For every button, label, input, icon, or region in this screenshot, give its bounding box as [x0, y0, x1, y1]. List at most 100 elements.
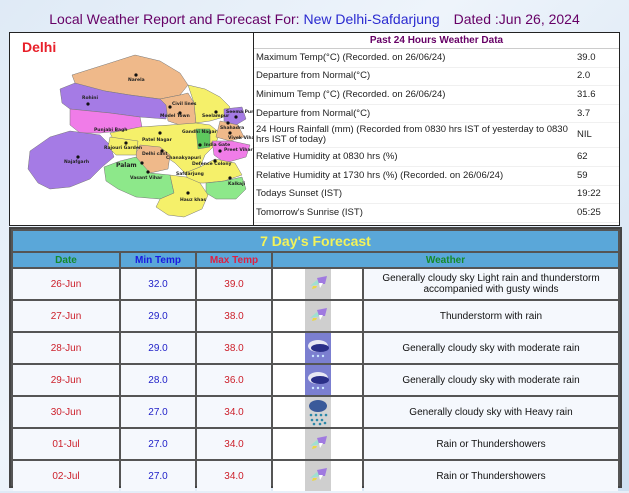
forecast-row: 30-Jun 27.0 34.0 Generally cloudy sky wi…: [13, 397, 618, 427]
data-value: 05:25: [575, 203, 619, 223]
forecast-date: 29-Jun: [13, 365, 119, 395]
past-24-hours-title: Past 24 Hours Weather Data: [254, 33, 619, 49]
moderate-rain-icon: [304, 333, 331, 363]
forecast-weather: Rain or Thundershowers: [364, 429, 618, 459]
delhi-district-map: Narela Rohini Civil lines Model Town Seelam…: [27, 54, 253, 218]
data-row: Departure from Normal(°C) 3.7: [254, 104, 619, 124]
forecast-date: 26-Jun: [13, 269, 119, 299]
data-row: Relative Humidity at 0830 hrs (%) 62: [254, 147, 619, 167]
forecast-max-temp: 34.0: [197, 397, 271, 427]
forecast-max-temp: 39.0: [197, 269, 271, 299]
forecast-max-temp: 34.0: [197, 461, 271, 491]
delhi-map: Delhi: [10, 33, 254, 225]
data-label: Relative Humidity at 1730 hrs (%) (Recor…: [254, 166, 575, 186]
data-label: Departure from Normal(°C): [254, 67, 575, 87]
data-row: Tomorrow's Sunrise (IST) 05:25: [254, 203, 619, 223]
past-24-hours-panel: Past 24 Hours Weather Data Maximum Temp(…: [254, 33, 619, 260]
svg-text:India Gate: India Gate: [204, 142, 230, 148]
data-value: 39.0: [575, 48, 619, 68]
data-label: Todays Sunset (IST): [254, 185, 575, 205]
svg-text:Gandhi Nagar: Gandhi Nagar: [182, 129, 218, 135]
data-value: 2.0: [575, 67, 619, 87]
header-location: New Delhi-Safdarjung: [303, 11, 440, 27]
seven-day-forecast: 7 Day's Forecast Date Min Temp Max Temp …: [9, 227, 622, 491]
forecast-weather: Generally cloudy sky with moderate rain: [364, 333, 618, 363]
svg-text:Seelampur: Seelampur: [202, 113, 230, 119]
forecast-table: 7 Day's Forecast Date Min Temp Max Temp …: [11, 229, 620, 493]
svg-text:Patel Nagar: Patel Nagar: [142, 137, 173, 143]
svg-text:Chanakyapuri: Chanakyapuri: [166, 155, 201, 161]
data-value: NIL: [575, 122, 619, 149]
current-conditions-panel: Delhi: [9, 32, 620, 260]
thunderstorm-icon: [304, 301, 331, 331]
svg-text:Najafgarh: Najafgarh: [64, 159, 89, 165]
forecast-max-temp: 38.0: [197, 301, 271, 331]
data-value: 62: [575, 147, 619, 167]
data-value: 59: [575, 166, 619, 186]
data-value: 31.6: [575, 85, 619, 105]
column-header-date: Date: [13, 253, 119, 267]
data-label: Minimum Temp (°C) (Recorded. on 26/06/24…: [254, 85, 575, 105]
svg-text:Kalkaji: Kalkaji: [228, 181, 246, 187]
data-label: Maximum Temp(°C) (Recorded. on 26/06/24): [254, 48, 575, 68]
data-row: Relative Humidity at 1730 hrs (%) (Recor…: [254, 166, 619, 186]
past-24-hours-table: Past 24 Hours Weather Data Maximum Temp(…: [254, 33, 619, 260]
forecast-row: 29-Jun 28.0 36.0 Generally cloudy sky wi…: [13, 365, 618, 395]
forecast-row: 26-Jun 32.0 39.0 Generally cloudy sky Li…: [13, 269, 618, 299]
thunderstorm-icon: [304, 429, 331, 459]
forecast-title: 7 Day's Forecast: [13, 231, 618, 251]
svg-text:Civil lines: Civil lines: [172, 101, 197, 107]
forecast-weather: Generally cloudy sky with moderate rain: [364, 365, 618, 395]
forecast-date: 27-Jun: [13, 301, 119, 331]
forecast-row: 02-Jul 27.0 34.0 Rain or Thundershowers: [13, 461, 618, 491]
forecast-date: 30-Jun: [13, 397, 119, 427]
page-header: Local Weather Report and Forecast For: N…: [0, 11, 629, 27]
forecast-min-temp: 27.0: [121, 461, 195, 491]
data-row: 24 Hours Rainfall (mm) (Recorded from 08…: [254, 122, 619, 149]
forecast-min-temp: 28.0: [121, 365, 195, 395]
thunderstorm-icon: [304, 461, 331, 491]
svg-text:Rohini: Rohini: [82, 95, 99, 101]
svg-text:Shahadra: Shahadra: [220, 125, 244, 131]
forecast-date: 28-Jun: [13, 333, 119, 363]
moderate-rain-icon: [304, 365, 331, 395]
column-header-weather: Weather: [273, 253, 618, 267]
forecast-max-temp: 38.0: [197, 333, 271, 363]
svg-text:Rajouri Garden: Rajouri Garden: [104, 145, 142, 151]
svg-text:Vasant Vihar: Vasant Vihar: [130, 175, 163, 181]
forecast-min-temp: 29.0: [121, 333, 195, 363]
forecast-weather: Generally cloudy sky Light rain and thun…: [364, 269, 618, 299]
forecast-row: 28-Jun 29.0 38.0 Generally cloudy sky wi…: [13, 333, 618, 363]
forecast-min-temp: 27.0: [121, 397, 195, 427]
forecast-row: 27-Jun 29.0 38.0 Thunderstorm with rain: [13, 301, 618, 331]
forecast-weather: Thunderstorm with rain: [364, 301, 618, 331]
forecast-min-temp: 29.0: [121, 301, 195, 331]
data-label: Relative Humidity at 0830 hrs (%): [254, 147, 575, 167]
svg-text:Vivek Vihar: Vivek Vihar: [228, 135, 253, 141]
forecast-min-temp: 27.0: [121, 429, 195, 459]
svg-text:Palam: Palam: [116, 162, 137, 169]
svg-text:Safdarjung: Safdarjung: [176, 171, 204, 177]
forecast-row: 01-Jul 27.0 34.0 Rain or Thundershowers: [13, 429, 618, 459]
header-date: Dated :Jun 26, 2024: [453, 11, 580, 27]
data-row: Maximum Temp(°C) (Recorded. on 26/06/24)…: [254, 48, 619, 68]
column-header-max-temp: Max Temp: [197, 253, 271, 267]
thunderstorm-icon: [304, 269, 331, 299]
data-row: Minimum Temp (°C) (Recorded. on 26/06/24…: [254, 85, 619, 105]
data-label: 24 Hours Rainfall (mm) (Recorded from 08…: [254, 122, 575, 149]
forecast-date: 01-Jul: [13, 429, 119, 459]
forecast-date: 02-Jul: [13, 461, 119, 491]
svg-text:Hauz khas: Hauz khas: [180, 197, 206, 203]
forecast-max-temp: 36.0: [197, 365, 271, 395]
svg-text:Defence Colony: Defence Colony: [192, 161, 232, 167]
svg-text:Delhi cant: Delhi cant: [142, 151, 169, 157]
data-value: 3.7: [575, 104, 619, 124]
data-label: Departure from Normal(°C): [254, 104, 575, 124]
svg-text:Narela: Narela: [128, 77, 145, 83]
forecast-weather: Generally cloudy sky with Heavy rain: [364, 397, 618, 427]
data-value: 19:22: [575, 185, 619, 205]
forecast-max-temp: 34.0: [197, 429, 271, 459]
data-row: Todays Sunset (IST) 19:22: [254, 185, 619, 205]
heavy-rain-icon: [304, 397, 331, 427]
forecast-weather: Rain or Thundershowers: [364, 461, 618, 491]
